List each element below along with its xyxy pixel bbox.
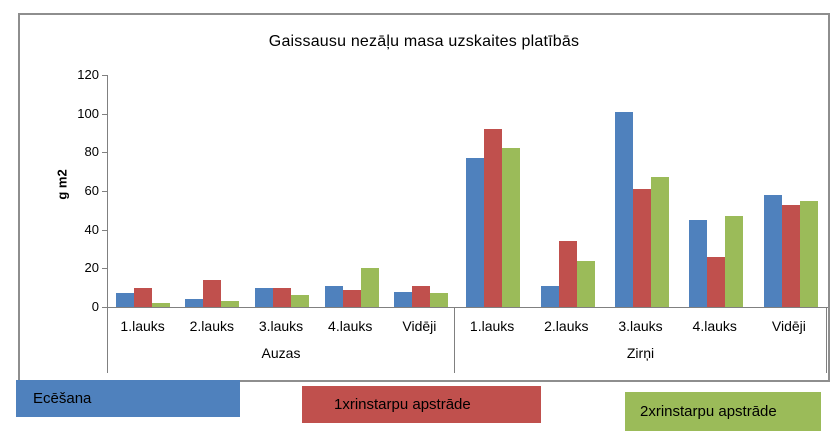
y-tick-mark: [102, 307, 107, 308]
chart-frame: Gaissausu nezāļu masa uzskaites platībās…: [18, 13, 830, 382]
bar: [615, 111, 634, 307]
plot-area: [107, 75, 828, 308]
y-tick-label: 120: [77, 67, 99, 82]
x-tick-label: 2.lauks: [189, 318, 234, 334]
y-tick-mark: [102, 152, 107, 154]
cat-group-auzas: 1.lauks 2.lauks 3.lauks 4.lauks Vidēji Auzas: [107, 307, 455, 373]
bar: [115, 293, 134, 307]
y-tick-mark: [102, 268, 107, 270]
y-tick-mark: [102, 191, 107, 192]
x-tick-label: 4.lauks: [692, 318, 737, 334]
category-zirņi-3: [605, 75, 679, 307]
y-tick-label: 20: [84, 260, 99, 276]
bar: [540, 285, 559, 307]
x-tick-label: 1.lauks: [469, 318, 515, 334]
bar: [502, 148, 521, 307]
category-zirņi-5: [754, 75, 828, 307]
category-auzas-3: [247, 75, 317, 307]
bar: [558, 241, 577, 307]
y-tick-label: 0: [91, 299, 99, 314]
y-tick-mark: [102, 113, 107, 115]
x-tick-label: 3.lauks: [258, 318, 304, 334]
x-tick-label: 1.lauks: [120, 318, 165, 334]
bar: [360, 268, 379, 307]
bar: [254, 287, 273, 307]
x-tick-label: 2.lauks: [544, 318, 589, 334]
y-tick-mark: [102, 229, 107, 231]
bar: [185, 299, 204, 307]
x-tick-label: Vidēji: [402, 318, 437, 334]
bar: [203, 279, 222, 307]
chart-title: Gaissausu nezāļu masa uzskaites platībās: [268, 33, 580, 50]
y-tick-label: 60: [84, 183, 99, 198]
x-tick-label: Vidēji: [771, 318, 806, 334]
bar: [484, 129, 503, 307]
category-zirņi-1: [456, 75, 530, 307]
cat-group-zirņi: 1.lauks 2.lauks 3.lauks 4.lauks Vidēji Zirņi: [455, 307, 827, 373]
group-label: Zirņi: [626, 345, 655, 361]
bar: [799, 200, 818, 307]
bar: [430, 293, 449, 307]
legend-label-1x-rindstarpu: 1xrinstarpu apstrāde: [334, 396, 471, 413]
bar: [633, 189, 652, 307]
bar: [725, 216, 744, 307]
y-tick-label: 100: [77, 105, 99, 121]
category-zirņi-2: [530, 75, 604, 307]
legend-label-2x-rindstarpu: 2xrinstarpu apstrāde: [640, 403, 777, 420]
bar: [466, 158, 485, 307]
y-tick-mark: [102, 75, 107, 76]
legend-item-ecesana: Ecēšana: [16, 380, 240, 417]
category-auzas-1: [108, 75, 178, 307]
group-label: Auzas: [261, 345, 301, 361]
bar: [151, 303, 170, 307]
bar: [781, 204, 800, 307]
cat-label-row: 1.lauks 2.lauks 3.lauks 4.lauks Vidēji: [108, 307, 454, 345]
bar: [342, 289, 361, 307]
bar: [763, 194, 782, 307]
bar-group-zirņi: [456, 75, 828, 307]
bar: [290, 295, 309, 307]
bar: [576, 260, 595, 307]
category-auzas-2: [178, 75, 248, 307]
legend-label-ecesana: Ecēšana: [33, 390, 92, 407]
bar-group-auzas: [108, 75, 456, 307]
y-tick-label: 80: [84, 144, 99, 160]
x-tick-label: 3.lauks: [618, 318, 663, 334]
cat-label-row: 1.lauks 2.lauks 3.lauks 4.lauks Vidēji: [455, 307, 826, 345]
category-zirņi-4: [679, 75, 753, 307]
bar: [272, 287, 291, 307]
category-auzas-5: [386, 75, 456, 307]
bar: [689, 220, 708, 307]
bar: [394, 291, 413, 307]
legend-item-2x-rindstarpu: 2xrinstarpu apstrāde: [625, 392, 821, 431]
bar: [133, 287, 152, 307]
category-auzas-4: [317, 75, 387, 307]
bar: [651, 177, 670, 307]
bar: [412, 285, 431, 307]
bar: [324, 285, 343, 307]
legend-item-1x-rindstarpu: 1xrinstarpu apstrāde: [302, 386, 541, 423]
bar: [707, 256, 726, 307]
x-category-axis: 1.lauks 2.lauks 3.lauks 4.lauks Vidēji Auzas 1…: [107, 307, 827, 373]
y-tick-label: 40: [84, 221, 99, 237]
x-tick-label: 4.lauks: [328, 318, 373, 334]
bar: [221, 301, 240, 307]
